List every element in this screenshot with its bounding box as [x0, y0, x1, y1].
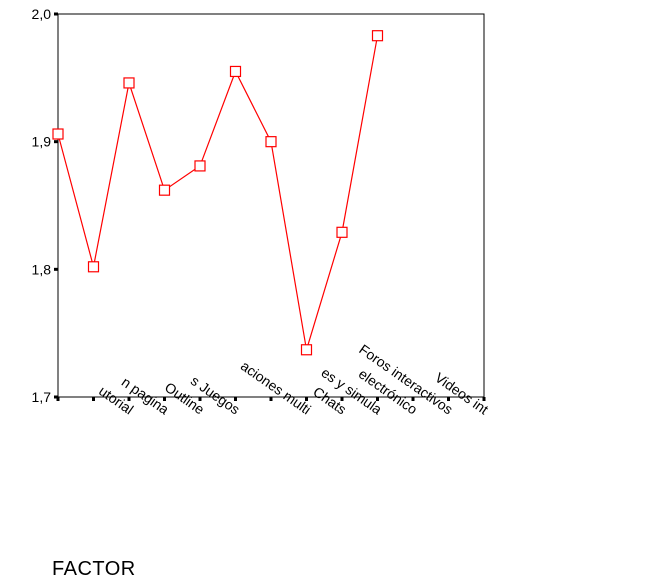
series-markers — [52, 30, 384, 356]
data-point — [123, 77, 135, 89]
x-axis — [56, 397, 486, 401]
data-point — [52, 128, 64, 140]
y-axis: 1,7 1,8 1,9 2,0 — [32, 6, 58, 405]
data-point — [265, 136, 277, 148]
data-point — [300, 344, 313, 356]
data-point — [229, 65, 242, 78]
data-point — [336, 226, 348, 238]
data-point — [87, 261, 100, 273]
x-axis-title: FACTOR — [52, 558, 136, 580]
y-tick-label: 2,0 — [32, 6, 52, 22]
y-tick-label: 1,9 — [32, 134, 52, 150]
data-point — [371, 30, 384, 42]
y-tick-label: 1,8 — [32, 261, 52, 277]
y-tick-label: 1,7 — [32, 389, 52, 405]
plot-frame — [57, 13, 485, 398]
data-point — [194, 160, 206, 172]
x-tick-label: aciones multi — [238, 357, 314, 417]
data-point — [158, 184, 171, 196]
series-line — [57, 35, 379, 350]
